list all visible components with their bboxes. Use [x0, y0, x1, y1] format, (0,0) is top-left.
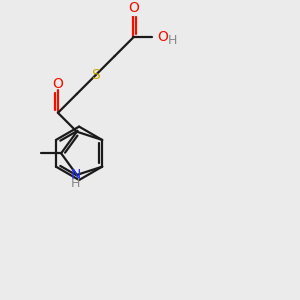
Text: H: H [168, 34, 177, 47]
Text: S: S [91, 68, 100, 82]
Text: N: N [70, 168, 81, 182]
Text: H: H [71, 177, 80, 190]
Text: O: O [128, 2, 139, 15]
Text: O: O [157, 30, 168, 44]
Text: O: O [52, 77, 63, 91]
